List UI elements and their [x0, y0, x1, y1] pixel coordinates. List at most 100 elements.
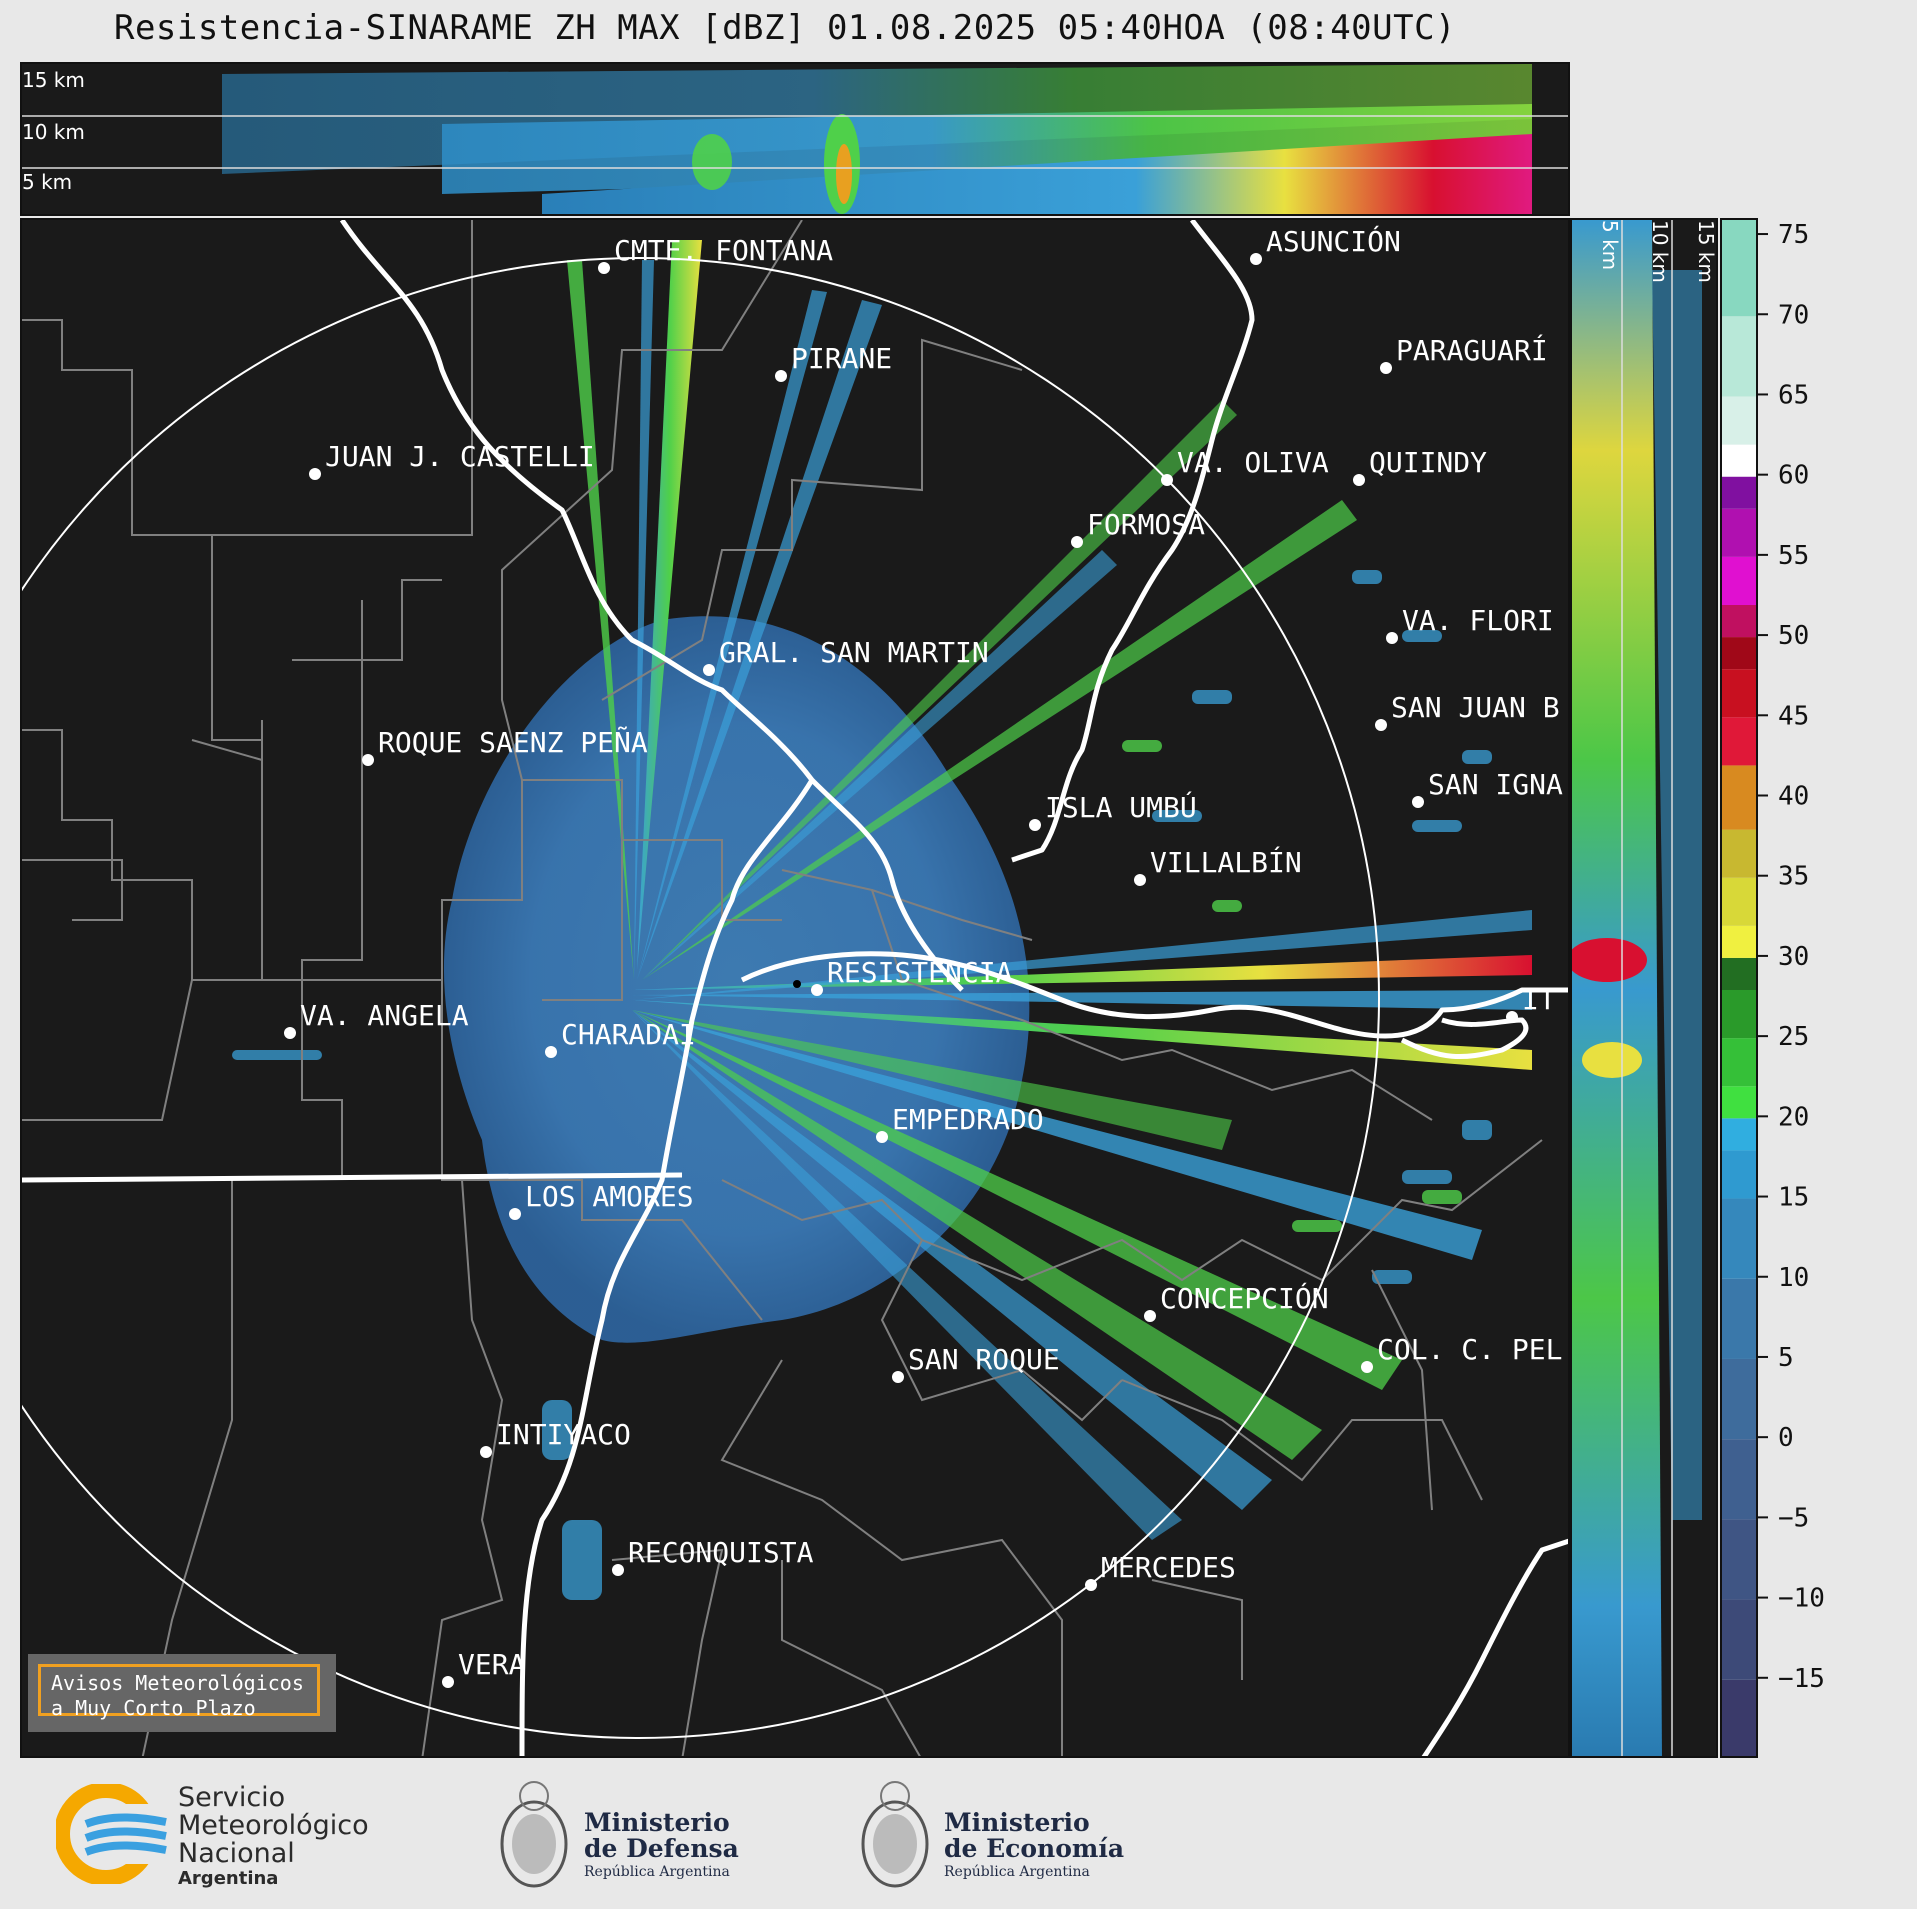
city-label: SAN ROQUE: [908, 1343, 1060, 1376]
colorbar-tick-label: −10: [1778, 1584, 1825, 1614]
city-label: EMPEDRADO: [892, 1103, 1044, 1136]
city-marker-icon: [1380, 362, 1392, 374]
colorbar-tick-label: 75: [1778, 220, 1809, 250]
city-empedrado: EMPEDRADO: [876, 1103, 1044, 1143]
smn-line-3: Nacional: [178, 1838, 295, 1869]
colorbar-segment: [1722, 1679, 1756, 1756]
colorbar-tick-label: −5: [1778, 1503, 1809, 1533]
economia-line-2: de Economía: [944, 1834, 1125, 1863]
city-label: PARAGUARÍ: [1396, 333, 1548, 367]
economia-line-3: República Argentina: [944, 1864, 1090, 1880]
country-borders: [22, 220, 1568, 1756]
top-echo-core-hot: [836, 144, 852, 204]
city-marker-icon: [362, 754, 374, 766]
smn-logo-text: Servicio Meteorológico Nacional Argentin…: [178, 1784, 369, 1890]
city-san-roque: SAN ROQUE: [892, 1343, 1060, 1383]
colorbar-tick-label: 20: [1778, 1102, 1809, 1132]
city-layer: CMTE. FONTANA ASUNCIÓN PARAGUARÍ PIRANE JUAN…: [284, 224, 1563, 1688]
echo-ray-se-2: [632, 1010, 1402, 1390]
city-label: RECONQUISTA: [628, 1536, 814, 1569]
economia-line-1: Ministerio: [944, 1808, 1090, 1837]
colorbar: [1720, 218, 1758, 1758]
city-label: LOS AMORES: [525, 1180, 694, 1213]
side-echo-upper: [1652, 270, 1702, 1520]
city-label: COL. C. PEL: [1377, 1333, 1562, 1366]
colorbar-tick-label: −15: [1778, 1664, 1825, 1694]
city-label: GRAL. SAN MARTIN: [719, 636, 989, 669]
city-san-juan-b: SAN JUAN B: [1375, 691, 1560, 731]
colorbar-segment: [1722, 1118, 1756, 1151]
colorbar-segment: [1722, 605, 1756, 638]
smn-logo-icon: [56, 1784, 176, 1884]
defensa-text: Ministerio de Defensa República Argentin…: [584, 1810, 739, 1882]
city-label: VILLALBÍN: [1150, 845, 1302, 879]
colorbar-segment: [1722, 1358, 1756, 1440]
colorbar-tick-label: 60: [1778, 461, 1809, 491]
echo-ray-se-3: [632, 1010, 1322, 1460]
warning-box[interactable]: Avisos Meteorológicos a Muy Corto Plazo: [28, 1654, 336, 1732]
economia-seal-icon: [861, 1781, 929, 1888]
city-marker-icon: [480, 1446, 492, 1458]
city-marker-icon: [1386, 632, 1398, 644]
city-marker-icon: [598, 262, 610, 274]
city-label: IT: [1522, 983, 1556, 1016]
city-marker-icon: [876, 1131, 888, 1143]
top-echo-low: [542, 134, 1532, 214]
city-gral-san-martin: GRAL. SAN MARTIN: [703, 636, 989, 676]
colorbar-segment: [1722, 765, 1756, 830]
city-label: CMTE. FONTANA: [614, 234, 833, 267]
city-va-oliva: VA. OLIVA: [1161, 446, 1329, 486]
colorbar-segment: [1722, 508, 1756, 557]
economia-text: Ministerio de Economía República Argenti…: [944, 1810, 1124, 1882]
echo-ray-se-1: [632, 1010, 1482, 1260]
city-label: ROQUE SAENZ PEÑA: [378, 725, 648, 759]
city-marker-icon: [612, 1564, 624, 1576]
colorbar-segment: [1722, 396, 1756, 445]
colorbar-segment: [1722, 669, 1756, 718]
colorbar-tick-label: 10: [1778, 1263, 1809, 1293]
colorbar-tick-label: 0: [1778, 1423, 1794, 1453]
echo-ray-east-yellow: [632, 1000, 1532, 1070]
city-label: VA. FLORI: [1402, 604, 1554, 637]
city-intiyaco: INTIYACO: [480, 1418, 631, 1458]
echo-ray-ne-3: [642, 550, 1117, 980]
colorbar-segment: [1722, 877, 1756, 926]
echo-ray-ese: [632, 1010, 1232, 1150]
city-label: PIRANE: [791, 342, 892, 375]
city-concepci-n: CONCEPCIÓN: [1144, 1281, 1329, 1322]
city-marker-icon: [1361, 1361, 1373, 1373]
city-formosa: FORMOSA: [1071, 508, 1205, 548]
echo-green-cells: [1122, 740, 1462, 1232]
city-marker-icon: [1144, 1310, 1156, 1322]
top-label-5km: 5 km: [22, 170, 73, 194]
colorbar-tick-label: 15: [1778, 1183, 1809, 1213]
side-label-10km: 10 km: [1648, 220, 1672, 283]
echo-ray-ne-2: [642, 400, 1237, 980]
echo-scattered-cells: [232, 570, 1492, 1600]
colorbar-segment: [1722, 990, 1756, 1039]
city-marker-icon: [1250, 253, 1262, 265]
city-marker-icon: [775, 370, 787, 382]
city-label: ASUNCIÓN: [1266, 224, 1401, 258]
echo-ray-se-4: [632, 1010, 1272, 1510]
defensa-seal-icon: [500, 1781, 568, 1888]
smn-line-2: Meteorológico: [178, 1810, 369, 1841]
city-marker-icon: [545, 1046, 557, 1058]
defensa-line-1: Ministerio: [584, 1808, 730, 1837]
city-label: SAN JUAN B: [1391, 691, 1560, 724]
admin-boundaries: [22, 220, 1543, 1756]
city-va-angela: VA. ANGELA: [284, 999, 469, 1039]
side-echo-yellow: [1582, 1042, 1642, 1078]
colorbar-tick-label: 25: [1778, 1022, 1809, 1052]
city-reconquista: RECONQUISTA: [612, 1536, 814, 1576]
smn-line-4: Argentina: [178, 1868, 279, 1889]
side-label-5km: 5 km: [1598, 220, 1622, 271]
top-label-10km: 10 km: [22, 120, 85, 144]
smn-line-1: Servicio: [178, 1782, 286, 1813]
colorbar-segment: [1722, 637, 1756, 670]
city-cmte-fontana: CMTE. FONTANA: [598, 234, 833, 274]
warning-line-2: a Muy Corto Plazo: [51, 1696, 256, 1720]
radar-map[interactable]: CMTE. FONTANA ASUNCIÓN PARAGUARÍ PIRANE JUAN…: [20, 218, 1570, 1758]
top-height-profile: 15 km 10 km 5 km: [20, 62, 1570, 216]
